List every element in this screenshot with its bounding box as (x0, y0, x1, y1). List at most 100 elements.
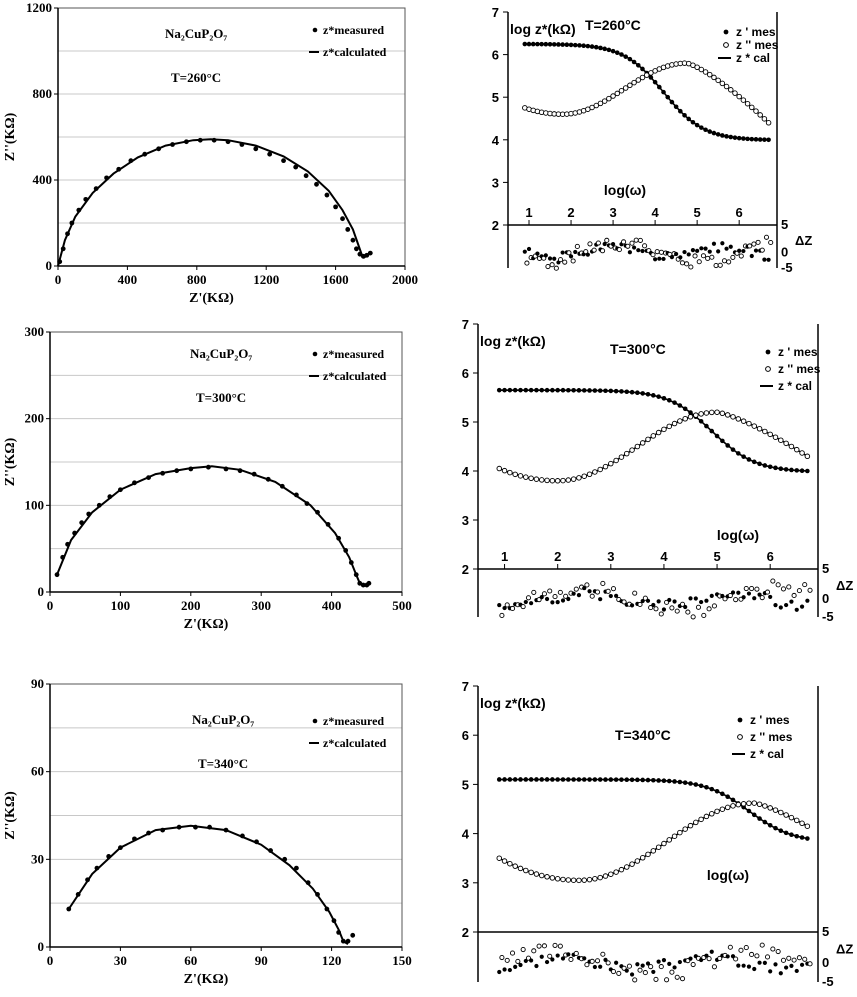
zr-residual-point (513, 964, 518, 970)
measured-point (156, 146, 162, 152)
zr-measured-point (682, 112, 687, 118)
zi-measured-point (767, 805, 773, 811)
zi-residual-point (531, 948, 537, 954)
x-tick-label: 30 (114, 953, 127, 968)
zr-measured-point (624, 777, 630, 783)
measured-point (118, 845, 123, 851)
zr-measured-point (539, 777, 545, 782)
zi-residual-point (574, 243, 580, 249)
y-axis-label: log z*(kΩ) (510, 21, 576, 37)
zr-measured-point (751, 812, 757, 818)
residual-tick-label: 5 (822, 924, 829, 939)
x-tick-label: 100 (111, 598, 131, 613)
legend-label-zr: z ' mes (736, 25, 776, 39)
zi-measured-point (629, 861, 635, 867)
zr-residual-point (690, 248, 696, 253)
zi-measured-point (635, 77, 642, 83)
x-axis-label: Z'(KΩ) (184, 617, 229, 632)
zr-residual-point (502, 967, 507, 972)
zi-residual-point (570, 258, 576, 264)
measured-point (281, 158, 286, 164)
zr-measured-point (661, 396, 667, 401)
zr-residual-point (497, 602, 502, 608)
zi-residual-point (629, 240, 635, 246)
zi-measured-point (613, 869, 619, 875)
y-tick-label: 60 (31, 764, 44, 779)
zi-measured-point (634, 443, 641, 450)
zi-measured-point (597, 874, 603, 881)
measured-point (160, 827, 166, 833)
x-tick-label: 400 (118, 272, 138, 287)
zr-residual-point (544, 959, 550, 965)
zi-measured-point (719, 806, 726, 812)
zi-measured-point (756, 801, 763, 808)
zi-measured-point (677, 829, 683, 836)
zr-residual-point (741, 963, 746, 968)
zi-measured-point (538, 872, 545, 879)
zi-residual-point (552, 942, 558, 948)
zr-residual-point (640, 248, 645, 254)
zi-residual-point (717, 955, 723, 961)
zi-residual-point (584, 962, 590, 968)
zi-residual-point (504, 957, 510, 963)
zr-residual-point (799, 604, 805, 609)
zi-residual-point (552, 594, 558, 600)
zi-residual-point (573, 586, 579, 592)
zr-residual-point (794, 607, 799, 612)
zi-measured-point (602, 463, 609, 470)
zi-residual-point (525, 595, 532, 601)
zi-residual-point (545, 263, 551, 270)
zi-measured-point (753, 108, 759, 114)
zi-measured-point (643, 72, 650, 78)
zr-residual-point (725, 954, 730, 959)
zr-residual-point (529, 958, 534, 963)
zr-residual-point (550, 957, 555, 962)
zr-measured-point (698, 418, 704, 424)
zr-measured-point (544, 777, 550, 782)
zi-residual-point (796, 955, 802, 961)
zr-measured-point (665, 94, 671, 100)
zr-residual-point (526, 246, 532, 252)
measured-point (146, 830, 151, 836)
measured-point (364, 252, 370, 258)
zr-residual-point (582, 956, 587, 961)
zr-measured-point (581, 777, 587, 782)
zr-residual-point (539, 595, 544, 600)
zi-measured-point (592, 469, 598, 475)
zi-residual-point (626, 963, 632, 969)
zr-measured-point (753, 137, 759, 142)
y-tick-label: 200 (25, 411, 45, 426)
legend-label-zr: z ' mes (750, 713, 790, 727)
zi-residual-point (764, 954, 771, 960)
zi-measured-point (528, 869, 534, 876)
zi-measured-point (581, 877, 587, 883)
zi-measured-point (565, 877, 572, 883)
x-axis-label: log(ω) (604, 182, 646, 198)
zr-measured-point (606, 47, 612, 53)
zi-residual-point (520, 947, 526, 953)
zi-measured-point (629, 447, 635, 453)
zi-measured-point (606, 95, 612, 102)
legend-marker-zr (723, 29, 729, 35)
zi-measured-point (528, 475, 534, 482)
zi-measured-point (496, 465, 503, 472)
zr-measured-point (709, 786, 715, 792)
zr-residual-point (730, 590, 736, 595)
zi-measured-point (698, 66, 705, 73)
zr-measured-point (666, 397, 672, 403)
zi-residual-point (504, 602, 510, 608)
y-tick-label: 4 (462, 464, 470, 479)
zr-residual-point (629, 972, 635, 977)
zi-measured-point (639, 440, 646, 446)
calculated-curve-zi (498, 802, 808, 882)
zi-measured-point (650, 848, 657, 854)
zi-measured-point (648, 70, 654, 76)
zi-measured-point (602, 873, 609, 879)
zi-residual-point (775, 948, 781, 955)
zr-measured-point (550, 387, 555, 393)
compound-label: Na₂CuP₂O₇ (190, 346, 252, 361)
x-tick-label: 400 (322, 598, 342, 613)
zr-measured-point (635, 62, 641, 68)
zr-measured-point (593, 44, 599, 50)
residual-axis-label: ΔZ (795, 233, 812, 248)
